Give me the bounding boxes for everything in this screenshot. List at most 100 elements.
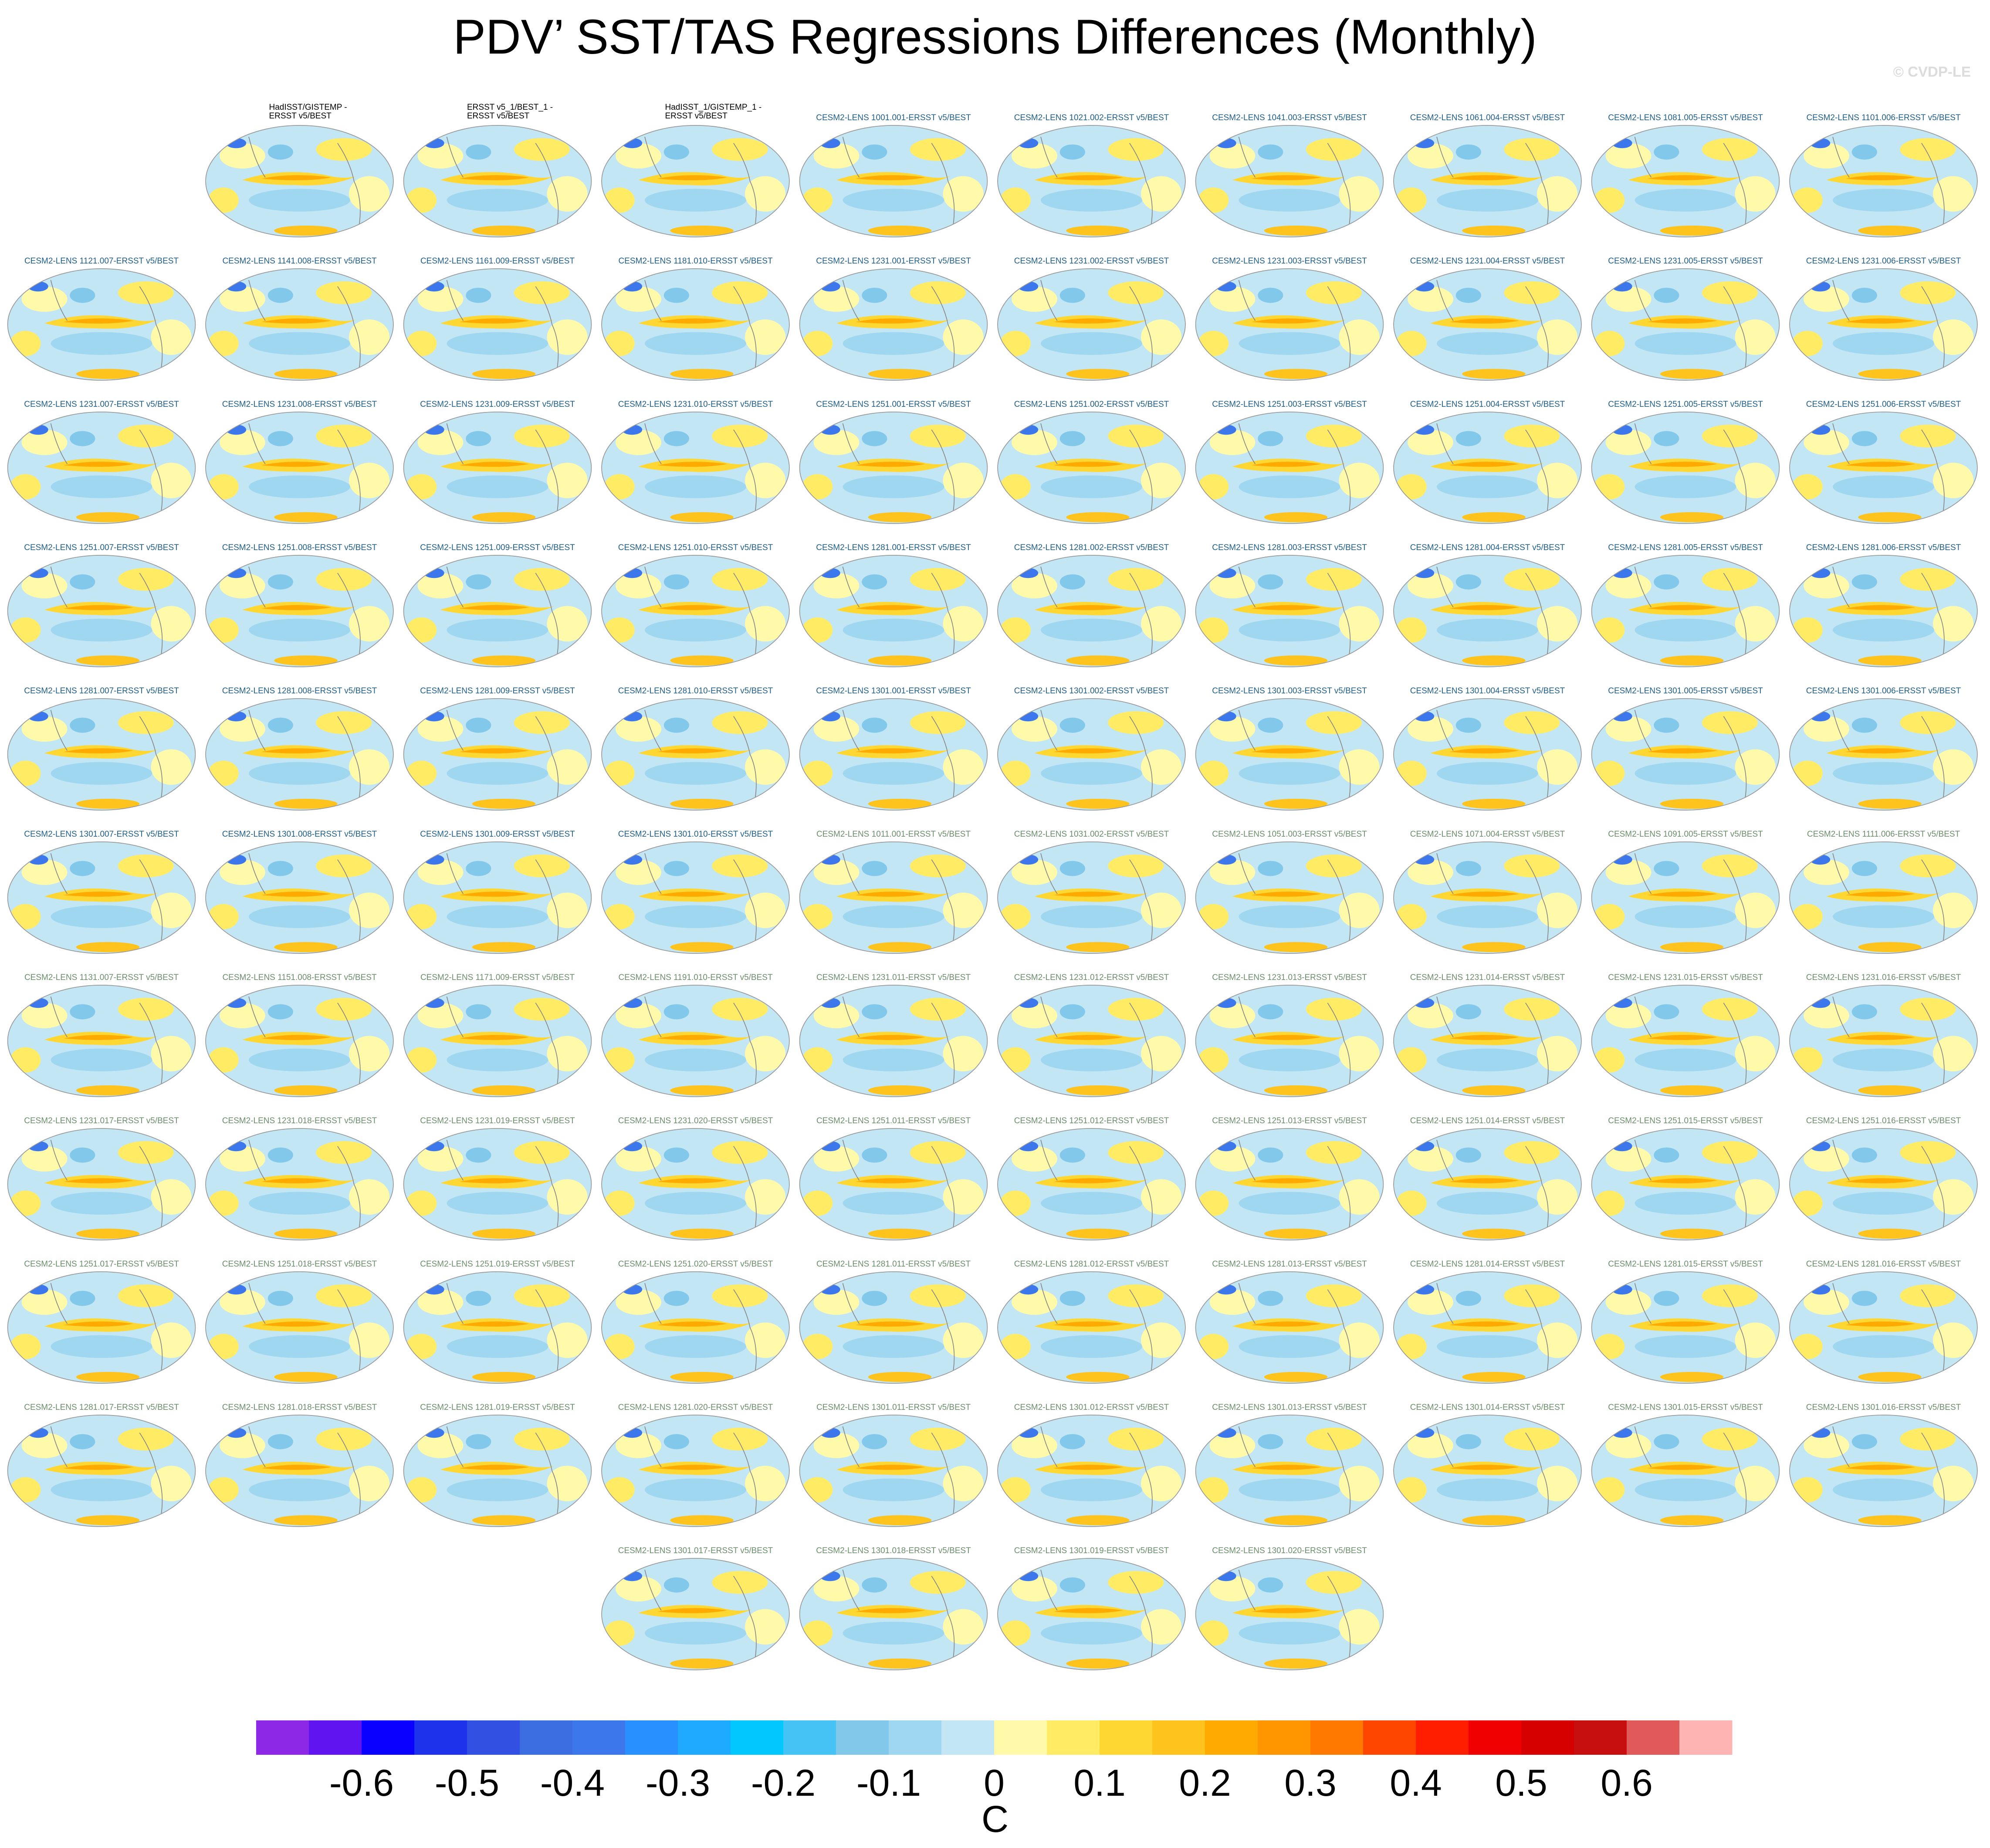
map xyxy=(1392,124,1583,238)
panel-label: CESM2-LENS 1041.003-ERSST v5/BEST xyxy=(1212,113,1367,122)
panel-label: CESM2-LENS 1301.001-ERSST v5/BEST xyxy=(816,686,971,696)
panel-label: CESM2-LENS 1301.020-ERSST v5/BEST xyxy=(1212,1546,1367,1555)
panel-label: CESM2-LENS 1251.008-ERSST v5/BEST xyxy=(222,543,377,552)
colorbar-swatch xyxy=(889,1720,942,1755)
colorbar-swatch xyxy=(941,1720,995,1755)
map xyxy=(996,984,1187,1098)
colorbar-swatch xyxy=(1047,1720,1100,1755)
panel-label: CESM2-LENS 1281.016-ERSST v5/BEST xyxy=(1806,1260,1961,1269)
map xyxy=(403,697,593,811)
panel-label: CESM2-LENS 1251.014-ERSST v5/BEST xyxy=(1410,1116,1565,1125)
panel-label: CESM2-LENS 1301.004-ERSST v5/BEST xyxy=(1410,686,1565,696)
panel-label: HadISST_1/GISTEMP_1 - ERSST v5/BEST xyxy=(665,103,762,121)
panel-label: CESM2-LENS 1131.007-ERSST v5/BEST xyxy=(24,973,179,982)
colorbar-tick-label: -0.3 xyxy=(645,1762,711,1804)
panel-label: CESM2-LENS 1251.015-ERSST v5/BEST xyxy=(1608,1116,1763,1125)
panel-label: CESM2-LENS 1231.005-ERSST v5/BEST xyxy=(1608,257,1763,266)
map xyxy=(204,841,395,955)
panel-label: CESM2-LENS 1281.005-ERSST v5/BEST xyxy=(1608,543,1763,552)
colorbar-tick-label: -0.4 xyxy=(540,1762,605,1804)
panel-label: CESM2-LENS 1091.005-ERSST v5/BEST xyxy=(1608,830,1763,839)
map xyxy=(1788,697,1979,811)
panel-label: CESM2-LENS 1281.015-ERSST v5/BEST xyxy=(1608,1260,1763,1269)
map xyxy=(600,1414,791,1528)
colorbar-swatch xyxy=(1416,1720,1469,1755)
panel-label: CESM2-LENS 1231.003-ERSST v5/BEST xyxy=(1212,257,1367,266)
panel-label: CESM2-LENS 1281.010-ERSST v5/BEST xyxy=(618,686,773,696)
map xyxy=(1392,1127,1583,1241)
colorbar-swatch xyxy=(362,1720,415,1755)
map xyxy=(1788,1127,1979,1241)
colorbar-swatch xyxy=(520,1720,573,1755)
colorbar-tick-label: 0 xyxy=(984,1762,1005,1804)
map xyxy=(7,1127,197,1241)
panel-label: CESM2-LENS 1301.011-ERSST v5/BEST xyxy=(816,1403,971,1412)
colorbar-swatch xyxy=(1574,1720,1627,1755)
map xyxy=(7,267,197,382)
panel-label: CESM2-LENS 1251.012-ERSST v5/BEST xyxy=(1014,1116,1169,1125)
map xyxy=(204,1270,395,1385)
map xyxy=(1591,1127,1781,1241)
panel-label: CESM2-LENS 1011.001-ERSST v5/BEST xyxy=(816,830,971,839)
panel-label: CESM2-LENS 1281.008-ERSST v5/BEST xyxy=(222,686,377,696)
map xyxy=(996,697,1187,811)
panel-label: CESM2-LENS 1301.007-ERSST v5/BEST xyxy=(24,830,179,839)
panel-label: CESM2-LENS 1301.006-ERSST v5/BEST xyxy=(1806,686,1961,696)
map xyxy=(996,1414,1187,1528)
panel-label: CESM2-LENS 1251.002-ERSST v5/BEST xyxy=(1014,400,1169,409)
map xyxy=(1788,411,1979,525)
panel-label: CESM2-LENS 1281.013-ERSST v5/BEST xyxy=(1212,1260,1367,1269)
map xyxy=(600,411,791,525)
map xyxy=(1195,124,1385,238)
panel-label: CESM2-LENS 1101.006-ERSST v5/BEST xyxy=(1806,113,1961,122)
colorbar-swatch xyxy=(1627,1720,1680,1755)
map xyxy=(204,984,395,1098)
map xyxy=(403,554,593,668)
colorbar-swatch xyxy=(256,1720,309,1755)
colorbar-swatch xyxy=(1310,1720,1364,1755)
panel-label: CESM2-LENS 1281.006-ERSST v5/BEST xyxy=(1806,543,1961,552)
watermark: © CVDP-LE xyxy=(1893,64,1971,80)
panel-label: CESM2-LENS 1251.018-ERSST v5/BEST xyxy=(222,1260,377,1269)
panel-label: CESM2-LENS 1281.001-ERSST v5/BEST xyxy=(816,543,971,552)
colorbar-swatch xyxy=(1100,1720,1153,1755)
map xyxy=(1195,841,1385,955)
panel-label: CESM2-LENS 1231.020-ERSST v5/BEST xyxy=(618,1116,773,1125)
panel-label: CESM2-LENS 1231.009-ERSST v5/BEST xyxy=(420,400,575,409)
colorbar-swatch xyxy=(994,1720,1047,1755)
panel-label: CESM2-LENS 1251.017-ERSST v5/BEST xyxy=(24,1260,179,1269)
colorbar-swatch xyxy=(1205,1720,1258,1755)
map xyxy=(600,1127,791,1241)
map xyxy=(1591,267,1781,382)
map xyxy=(1195,697,1385,811)
panel-label: CESM2-LENS 1231.012-ERSST v5/BEST xyxy=(1014,973,1169,982)
map xyxy=(996,1127,1187,1241)
panel-label: CESM2-LENS 1061.004-ERSST v5/BEST xyxy=(1410,113,1565,122)
map xyxy=(996,1557,1187,1671)
panel-label: CESM2-LENS 1301.008-ERSST v5/BEST xyxy=(222,830,377,839)
colorbar-swatch xyxy=(1258,1720,1311,1755)
panel-label: CESM2-LENS 1231.011-ERSST v5/BEST xyxy=(816,973,971,982)
panel-label: CESM2-LENS 1231.015-ERSST v5/BEST xyxy=(1608,973,1763,982)
panel-label: CESM2-LENS 1251.005-ERSST v5/BEST xyxy=(1608,400,1763,409)
panel-label: CESM2-LENS 1231.004-ERSST v5/BEST xyxy=(1410,257,1565,266)
map xyxy=(1788,1270,1979,1385)
map xyxy=(1392,841,1583,955)
map xyxy=(600,984,791,1098)
colorbar-label: C xyxy=(981,1798,1009,1840)
panel-label: CESM2-LENS 1281.020-ERSST v5/BEST xyxy=(618,1403,773,1412)
panel-label: CESM2-LENS 1231.014-ERSST v5/BEST xyxy=(1410,973,1565,982)
map xyxy=(600,267,791,382)
map xyxy=(799,841,989,955)
colorbar-swatch xyxy=(572,1720,626,1755)
panel-label: CESM2-LENS 1001.001-ERSST v5/BEST xyxy=(816,113,971,122)
map xyxy=(403,124,593,238)
map xyxy=(1392,984,1583,1098)
panel-label: CESM2-LENS 1301.015-ERSST v5/BEST xyxy=(1608,1403,1763,1412)
map xyxy=(1392,554,1583,668)
panel-label: CESM2-LENS 1251.009-ERSST v5/BEST xyxy=(420,543,575,552)
map xyxy=(600,841,791,955)
map xyxy=(600,697,791,811)
panel-label: CESM2-LENS 1281.018-ERSST v5/BEST xyxy=(222,1403,377,1412)
panel-label: CESM2-LENS 1121.007-ERSST v5/BEST xyxy=(24,257,179,266)
